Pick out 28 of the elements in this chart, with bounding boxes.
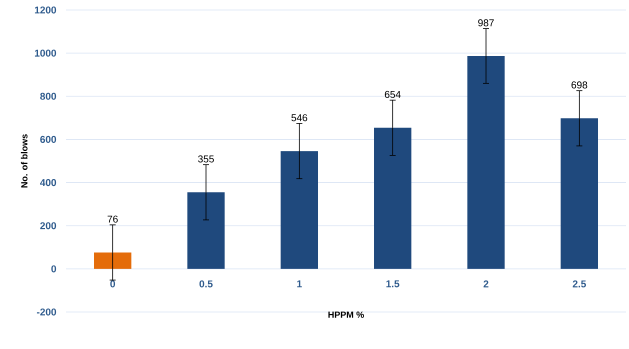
x-tick-label: 0.5 xyxy=(199,280,213,288)
bar xyxy=(280,151,318,269)
data-label: 698 xyxy=(572,81,588,88)
y-tick-label: 600 xyxy=(40,136,56,143)
data-label: 76 xyxy=(108,216,118,223)
y-tick-label: 800 xyxy=(40,92,56,100)
bar xyxy=(560,118,598,269)
y-axis-title: No. of blows xyxy=(20,134,28,188)
y-tick-label: -200 xyxy=(36,308,56,316)
y-tick-label: 200 xyxy=(40,222,56,230)
x-axis-title: HPPM % xyxy=(328,312,364,318)
bar xyxy=(374,128,412,269)
x-tick-label: 0 xyxy=(110,280,116,288)
x-tick-label: 1.5 xyxy=(386,280,400,288)
y-tick-label: 1200 xyxy=(34,6,56,14)
x-tick-label: 2.5 xyxy=(572,280,586,288)
data-label: 987 xyxy=(478,19,494,26)
bar xyxy=(94,252,132,269)
bar xyxy=(467,56,505,269)
data-label: 654 xyxy=(384,90,401,98)
y-tick-label: 1000 xyxy=(34,50,56,57)
data-label: 355 xyxy=(198,155,214,162)
x-tick-label: 1 xyxy=(297,280,302,288)
y-tick-label: 400 xyxy=(40,179,56,186)
bar xyxy=(187,192,225,269)
data-label: 546 xyxy=(291,114,308,122)
y-tick-label: 0 xyxy=(51,265,56,272)
x-tick-label: 2 xyxy=(484,280,488,288)
